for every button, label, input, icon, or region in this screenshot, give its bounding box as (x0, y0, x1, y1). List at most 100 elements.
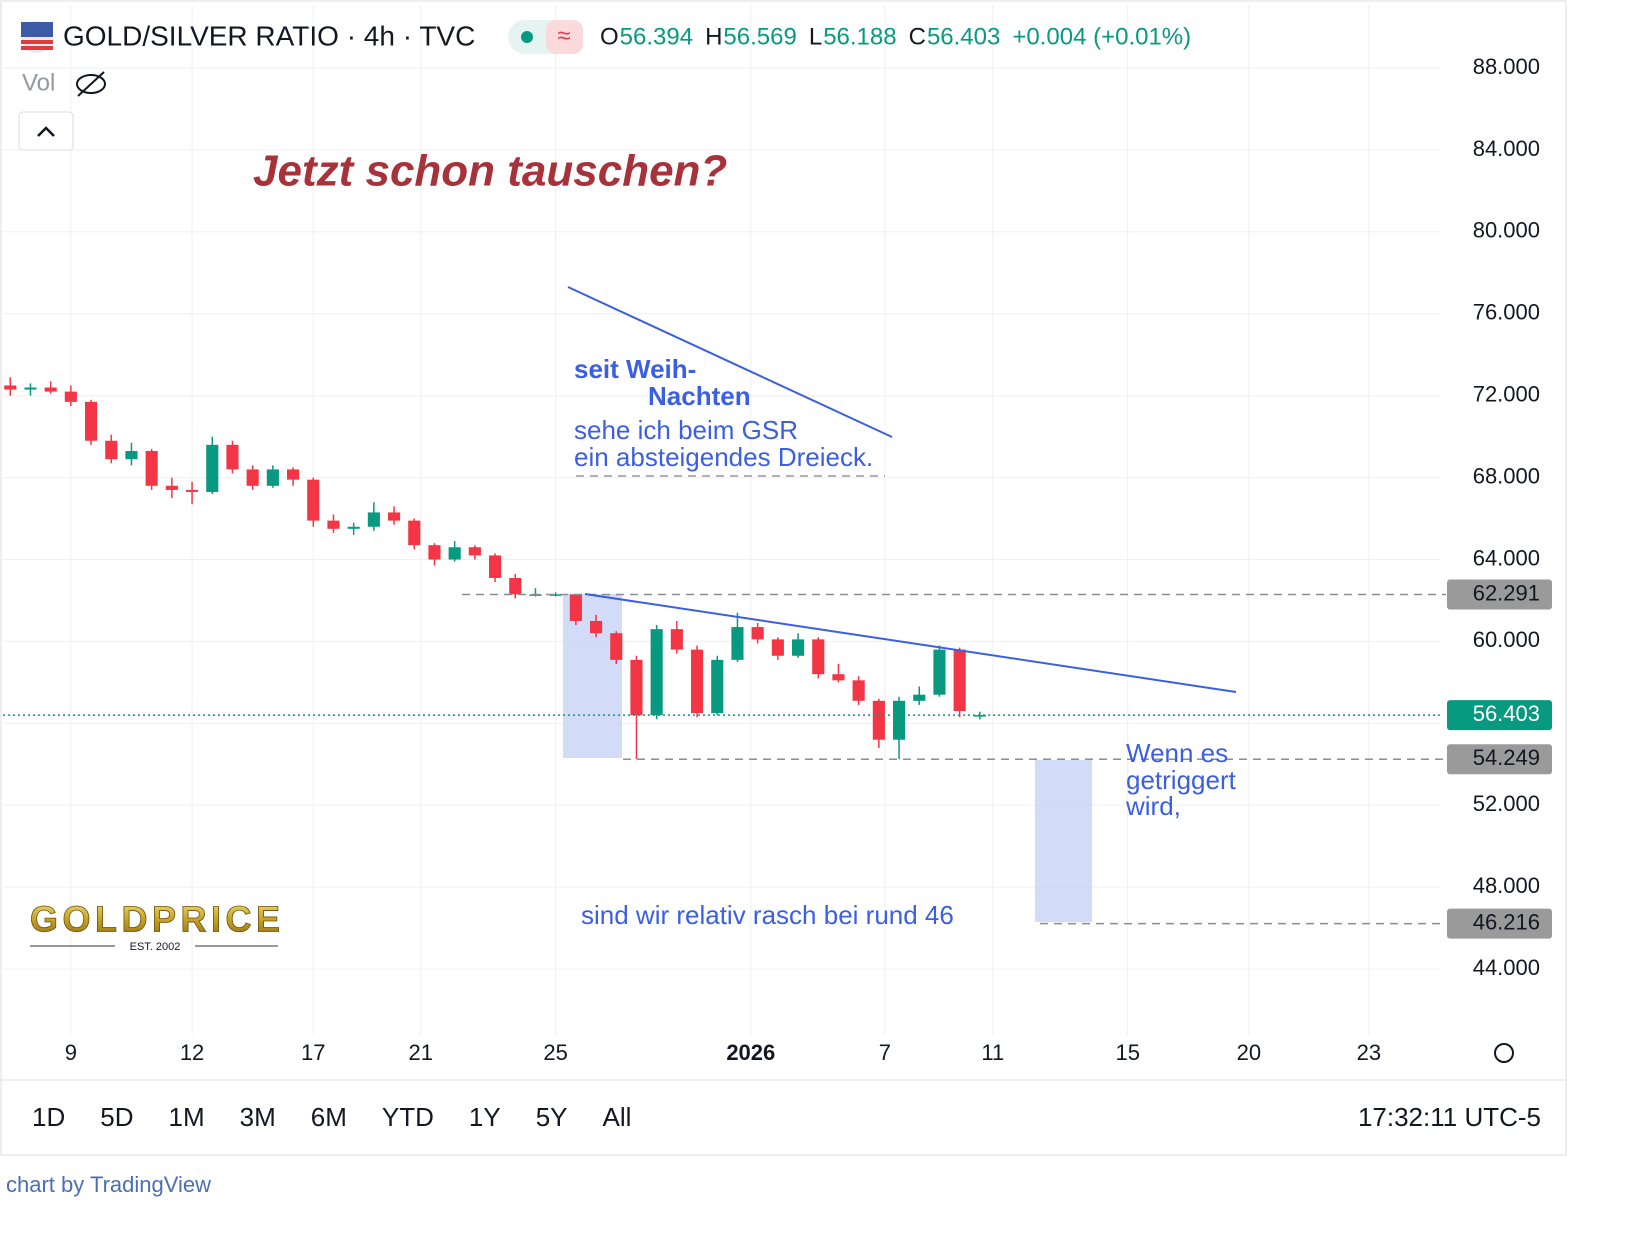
y-tick-label: 60.000 (1473, 627, 1540, 652)
candle-body (266, 469, 279, 486)
footer[interactable]: chart by TradingView (6, 1172, 211, 1197)
annotation: sind wir relativ rasch bei rund 46 (581, 900, 954, 930)
candle-body (64, 391, 77, 402)
candle-body (953, 649, 966, 712)
candle-body (145, 450, 158, 486)
change: +0.004 (+0.01%) (1012, 23, 1191, 50)
candle-body (468, 547, 481, 556)
x-tick-label: 9 (65, 1040, 77, 1065)
collapse-button[interactable] (18, 111, 74, 151)
ohlc-value: 56.403 (927, 23, 1000, 50)
range-button[interactable]: 1Y (469, 1102, 501, 1132)
candle-body (711, 659, 724, 714)
x-tick-label: 23 (1357, 1040, 1381, 1065)
logo: GOLDPRICE (30, 899, 280, 940)
candle-body (590, 620, 603, 634)
x-tick-label: 25 (543, 1040, 567, 1065)
ohlc-key: H (705, 23, 722, 50)
flag (21, 46, 53, 50)
candle-body (246, 469, 259, 486)
y-tick-label: 76.000 (1473, 300, 1540, 325)
candle-body (428, 545, 441, 560)
candle-body (44, 387, 57, 392)
x-tick-label: 12 (180, 1040, 204, 1065)
symbol-title: GOLD/SILVER RATIO · 4h · TVC (63, 20, 475, 51)
y-tick-label: 64.000 (1473, 545, 1540, 570)
range-box (1035, 760, 1092, 922)
candle-body (731, 627, 744, 660)
flag (21, 40, 53, 44)
annotation: sehe ich beim GSR (574, 415, 798, 445)
logo-subtitle: EST. 2002 (130, 941, 181, 953)
candle-body (408, 520, 421, 546)
candle-body (448, 547, 461, 560)
annotation: ein absteigendes Dreieck. (574, 442, 873, 472)
candle-body (650, 629, 663, 716)
candle-body (287, 469, 300, 480)
x-tick-label: 7 (879, 1040, 891, 1065)
candle-body (186, 489, 199, 492)
annotation: seit Weih- (574, 354, 696, 384)
x-tick-label: 21 (408, 1040, 432, 1065)
ohlc-value: 56.188 (823, 23, 896, 50)
level-label: 46.216 (1473, 909, 1540, 934)
candle-body (307, 479, 320, 521)
y-tick-label: 48.000 (1473, 873, 1540, 898)
volume-label[interactable]: Vol (22, 69, 55, 96)
candle-body (24, 387, 37, 390)
candle-body (852, 680, 865, 701)
range-button[interactable]: 1M (169, 1102, 205, 1132)
y-tick-label: 84.000 (1473, 136, 1540, 161)
level-badge (1447, 744, 1552, 775)
collapse-icon (37, 126, 55, 137)
candle-body (489, 555, 502, 578)
candle-body (791, 639, 805, 656)
candle-body (367, 512, 380, 527)
range-button[interactable]: 3M (240, 1102, 276, 1132)
ohlc: O 56.394 H 56.569 L 56.188 C 56.403 +0.004 (+0.0… (600, 23, 1191, 50)
candle-body (771, 639, 784, 656)
candle-body (327, 520, 340, 529)
last-price-badge (1447, 700, 1552, 731)
triangle-line (584, 593, 1237, 693)
y-tick-label: 52.000 (1473, 791, 1540, 816)
candle-body (630, 659, 643, 716)
ohlc-value: 56.394 (620, 23, 693, 50)
x-tick-label: 17 (301, 1040, 325, 1065)
headline: Jetzt schon tauschen? (253, 147, 727, 196)
level-label: 62.291 (1473, 580, 1540, 605)
range-button[interactable]: 5D (100, 1102, 133, 1132)
range-button[interactable]: 5Y (536, 1102, 568, 1132)
level-badge (1447, 908, 1552, 939)
candle-body (388, 512, 401, 521)
x-tick-label: 15 (1115, 1040, 1139, 1065)
frame (0, 0, 1567, 1156)
candle-body (85, 401, 98, 441)
y-tick-label: 80.000 (1473, 218, 1540, 243)
hide-icon[interactable] (76, 71, 106, 97)
x-tick-label: 2026 (726, 1040, 775, 1065)
grid (3, 5, 1440, 1035)
candle-body (569, 594, 582, 621)
candle-body (751, 627, 764, 640)
range-button[interactable]: YTD (382, 1102, 434, 1132)
level-label: 54.249 (1473, 745, 1540, 770)
candle-body (670, 629, 683, 650)
candle-body (872, 700, 885, 740)
ohlc-value: 56.569 (723, 23, 796, 50)
candle-body (610, 633, 623, 660)
candle-body (125, 450, 138, 460)
range-button[interactable]: 1D (32, 1102, 65, 1132)
settings-icon[interactable] (1494, 1043, 1514, 1063)
candle-body (206, 444, 219, 492)
candle-body (913, 694, 926, 701)
last-price-label: 56.403 (1473, 701, 1540, 726)
candle-body (226, 444, 239, 470)
marks (3, 377, 1446, 925)
ohlc-key: O (600, 23, 619, 50)
range-button[interactable]: All (603, 1102, 632, 1132)
candle-body (165, 485, 178, 490)
range-button[interactable]: 6M (311, 1102, 347, 1132)
status-icon: ≈ (557, 22, 570, 49)
